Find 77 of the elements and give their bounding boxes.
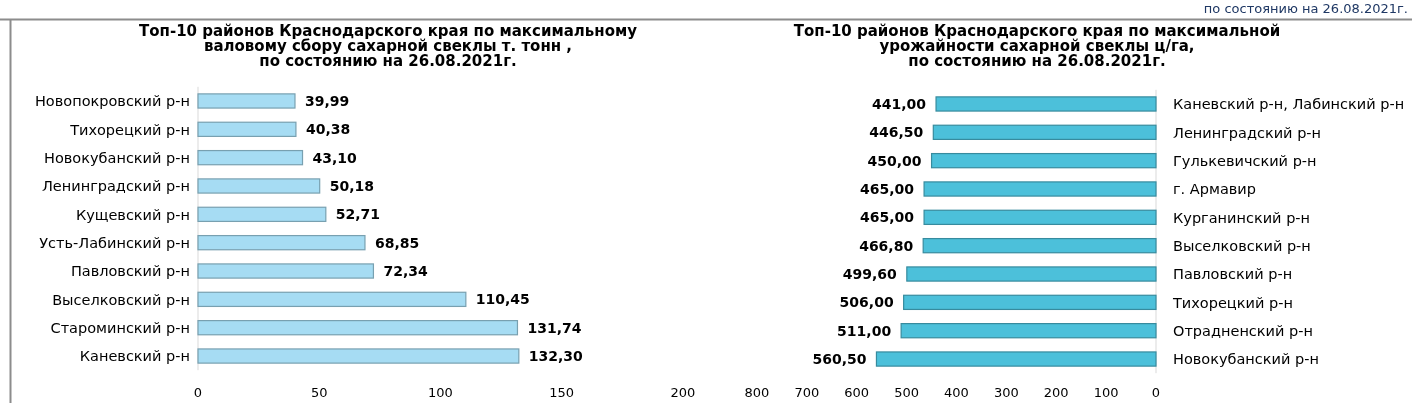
data-label: 446,50 xyxy=(869,124,924,141)
data-label: 441,00 xyxy=(872,96,927,113)
x-tick-label: 300 xyxy=(993,385,1019,400)
y-tick-label: Выселковский р-н xyxy=(52,291,190,308)
y-tick-label: Ленинградский р-н xyxy=(1173,124,1322,141)
data-label: 131,74 xyxy=(527,319,582,336)
bar xyxy=(197,320,519,336)
data-label: 68,85 xyxy=(374,234,420,251)
data-label: 52,71 xyxy=(335,206,381,223)
x-tick-label: 0 xyxy=(1151,385,1161,400)
data-label: 560,50 xyxy=(812,351,867,368)
y-tick-label: Тихорецкий р-н xyxy=(1172,294,1293,311)
bar xyxy=(197,178,321,194)
y-tick-label: Каневский р-н xyxy=(79,348,190,365)
y-tick-label: Новокубанский р-н xyxy=(44,149,190,166)
data-label: 132,30 xyxy=(528,348,584,365)
data-label: 40,38 xyxy=(305,121,351,138)
text: по состоянию на 26.08.2021г. xyxy=(1203,1,1408,16)
data-label: 43,10 xyxy=(312,149,358,166)
data-label: 466,80 xyxy=(859,237,914,254)
y-tick-label: г. Армавир xyxy=(1173,181,1256,198)
data-label: 39,99 xyxy=(304,93,350,110)
chart-title: Топ-10 районов Краснодарского края по максимальной урожайности сахарной свеклы ц/га, по состоянию на 26.08.2021г. xyxy=(793,22,1281,70)
bar xyxy=(900,323,1157,339)
bar xyxy=(197,93,296,109)
x-tick-label: 100 xyxy=(1093,385,1119,400)
x-tick-label: 700 xyxy=(794,385,820,400)
x-tick-label: 50 xyxy=(310,385,328,400)
data-label: 110,45 xyxy=(475,291,530,308)
data-label: 50,18 xyxy=(329,178,374,195)
y-tick-label: Новопокровский р-н xyxy=(34,93,190,110)
y-tick-label: Новокубанский р-н xyxy=(1173,351,1319,368)
x-tick-label: 150 xyxy=(549,385,575,400)
data-label: 499,60 xyxy=(842,266,898,283)
y-tick-label: Ленинградский р-н xyxy=(41,178,190,195)
bar xyxy=(923,181,1157,197)
y-tick-label: Кущевский р-н xyxy=(75,206,190,223)
data-label: 506,00 xyxy=(839,294,894,311)
y-tick-label: Павловский р-н xyxy=(1173,266,1293,283)
bar xyxy=(922,237,1157,254)
y-tick-label: Курганинский р-н xyxy=(1173,209,1311,226)
y-tick-label: Тихорецкий р-н xyxy=(69,121,190,138)
bar xyxy=(930,152,1157,169)
y-tick-label: Усть-Лабинский р-н xyxy=(39,234,190,251)
chart-title: Топ-10 районов Краснодарского края по максимальному валовому сбору сахарной свеклы т. тонн , по состоянию на 26.08.2021г. xyxy=(139,22,638,70)
y-tick-label: Каневский р-н, Лабинский р-н xyxy=(1173,96,1405,113)
bar xyxy=(197,348,520,364)
x-tick-label: 400 xyxy=(944,385,969,400)
bar xyxy=(197,263,375,279)
bar xyxy=(197,121,297,137)
x-tick-label: 600 xyxy=(844,385,870,400)
y-tick-label: Староминский р-н xyxy=(50,319,190,336)
data-label: 450,00 xyxy=(867,152,922,169)
data-label: 465,00 xyxy=(860,181,915,198)
y-tick-label: Гулькевичский р-н xyxy=(1173,152,1317,169)
x-tick-label: 0 xyxy=(193,385,203,400)
x-tick-label: 200 xyxy=(670,385,696,400)
x-tick-label: 100 xyxy=(428,385,453,400)
data-label: 465,00 xyxy=(860,209,915,226)
y-tick-label: Выселковский р-н xyxy=(1173,237,1311,254)
bar xyxy=(197,291,467,308)
x-tick-label: 200 xyxy=(1043,385,1069,400)
bar xyxy=(923,209,1157,226)
bar xyxy=(903,294,1157,311)
x-tick-label: 800 xyxy=(744,385,770,400)
bar xyxy=(935,96,1157,112)
y-tick-label: Отрадненский р-н xyxy=(1173,322,1313,339)
bar xyxy=(197,234,366,251)
bar xyxy=(197,149,304,166)
data-label: 72,34 xyxy=(383,263,428,280)
x-tick-label: 500 xyxy=(894,385,920,400)
bar xyxy=(875,351,1157,367)
bar xyxy=(906,266,1157,282)
y-tick-label: Павловский р-н xyxy=(70,263,190,280)
bar xyxy=(932,124,1157,140)
bar xyxy=(197,206,327,223)
data-label: 511,00 xyxy=(837,322,892,339)
